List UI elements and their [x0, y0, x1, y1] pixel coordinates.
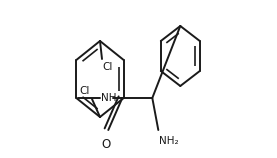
Text: O: O: [102, 138, 111, 151]
Text: NH₂: NH₂: [159, 136, 179, 146]
Text: Cl: Cl: [79, 86, 90, 96]
Text: Cl: Cl: [102, 62, 112, 72]
Text: NH: NH: [101, 93, 117, 103]
